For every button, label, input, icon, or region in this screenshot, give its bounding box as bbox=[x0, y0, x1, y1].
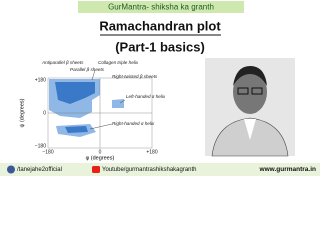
pointer bbox=[91, 69, 96, 81]
footer-link[interactable]: /tanejahe2official bbox=[17, 167, 62, 173]
glasses bbox=[237, 87, 249, 95]
pointer bbox=[119, 99, 126, 104]
footer-bar bbox=[0, 163, 320, 176]
shirt bbox=[244, 119, 256, 140]
ramachandran-diagram: Antiparallel β sheets Parallel β sheets … bbox=[19, 60, 165, 161]
hair bbox=[233, 66, 267, 86]
x-axis-label: φ (degrees) bbox=[86, 155, 115, 161]
footer-link[interactable]: www.gurmantra.in bbox=[259, 166, 316, 173]
region-label: Left-handed α helix bbox=[126, 94, 166, 99]
portrait-photo bbox=[205, 58, 295, 157]
page: {"header": {"title": "GurMantra- shiksha… bbox=[0, 1, 320, 176]
x-tick-label: +180 bbox=[146, 149, 157, 155]
beta-core bbox=[55, 82, 95, 104]
region-label: Collagen triple helix bbox=[98, 60, 139, 65]
youtube-icon bbox=[92, 166, 100, 173]
x-tick-label: 0 bbox=[99, 149, 102, 155]
face bbox=[233, 70, 267, 114]
pointer bbox=[89, 123, 113, 130]
y-tick-label: 0 bbox=[43, 110, 46, 116]
alpha-core bbox=[65, 126, 88, 133]
y-axis-label: ψ (degrees) bbox=[19, 98, 25, 127]
thumbnail: GurMantra- shiksha ka granth Ramachandra… bbox=[0, 1, 320, 176]
header-title: GurMantra- shiksha ka granth bbox=[108, 3, 214, 12]
title-line-1: Ramachandran plot bbox=[99, 18, 221, 33]
title-line-2: (Part-1 basics) bbox=[115, 39, 205, 54]
header-banner bbox=[78, 1, 244, 13]
x-tick-label: −180 bbox=[42, 149, 53, 155]
region-label: Right-twisted β sheets bbox=[112, 74, 158, 79]
region-label: Parallel β sheets bbox=[70, 67, 105, 72]
left-alpha-region bbox=[112, 99, 124, 108]
region-label: Antiparallel β sheets bbox=[41, 60, 84, 65]
region-label: Right-handed α helix bbox=[112, 121, 155, 126]
y-tick-label: −180 bbox=[35, 143, 46, 149]
footer-link[interactable]: Youtube/gurmantrashikshakagranth bbox=[102, 167, 197, 173]
glasses bbox=[251, 87, 263, 95]
facebook-icon bbox=[7, 165, 15, 174]
y-tick-label: +180 bbox=[35, 77, 46, 83]
